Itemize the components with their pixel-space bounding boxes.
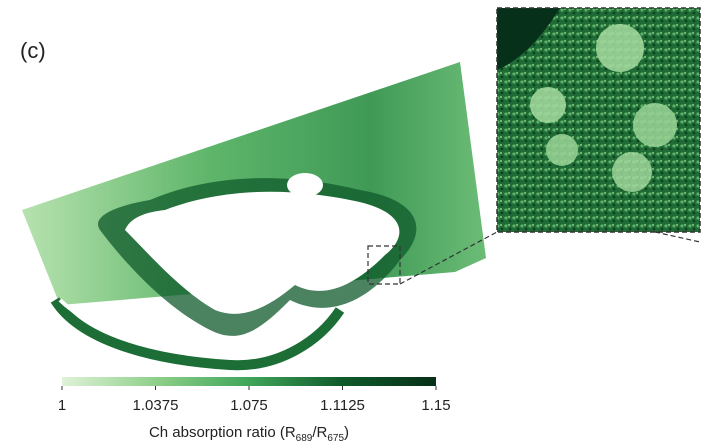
label-subscript: 675 [327, 433, 344, 444]
label-subscript: 689 [296, 433, 313, 444]
tick-label: 1 [58, 397, 66, 414]
inset-image [497, 8, 700, 232]
panel-label: (c) [20, 38, 46, 63]
figure: (c) Ch absorption ratio (R689/R675) 1 1.0… [0, 0, 702, 444]
label-text: /R [312, 424, 327, 441]
label-text: Ch absorption ratio (R [149, 424, 296, 441]
tick-label: 1.075 [230, 397, 268, 414]
tick-label: 1.1125 [320, 397, 365, 414]
colorbar-label: Ch absorption ratio (R689/R675) [149, 424, 349, 444]
label-text: ) [344, 424, 349, 441]
colorbar [62, 377, 436, 386]
tick-label: 1.0375 [133, 397, 179, 414]
tick-label: 1.15 [421, 397, 450, 414]
map-image [22, 62, 486, 365]
